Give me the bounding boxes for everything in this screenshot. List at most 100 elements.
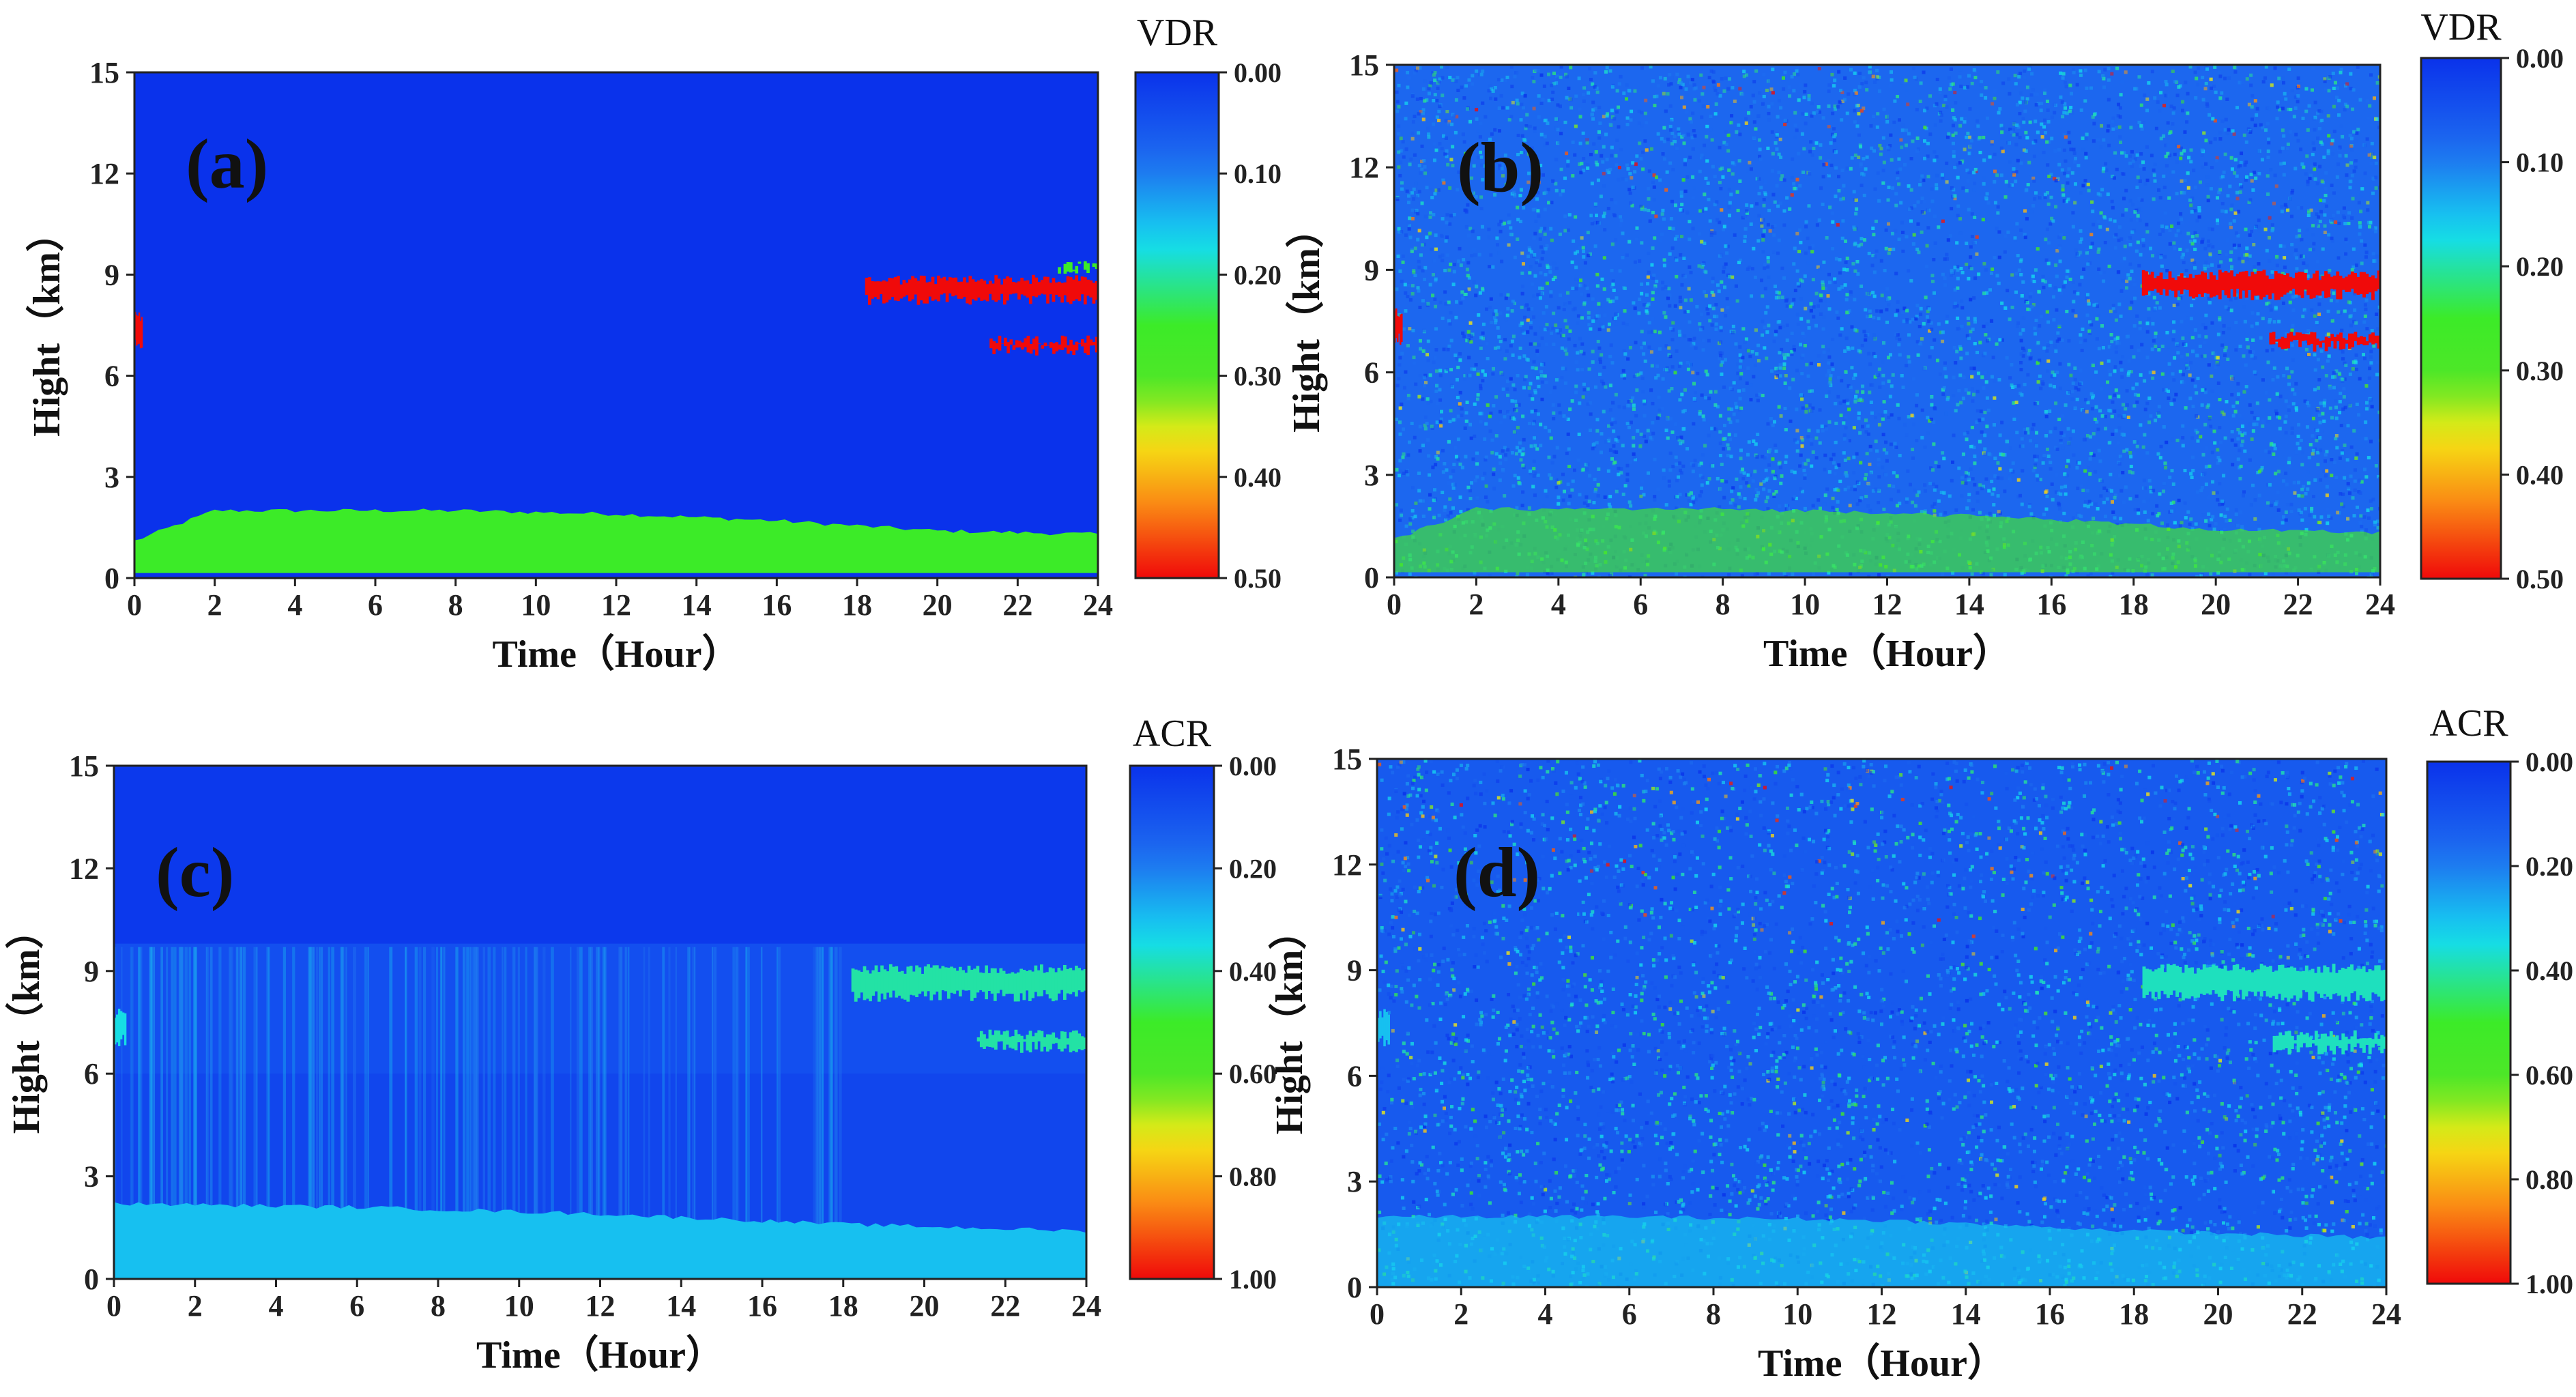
noise-speckle <box>1505 387 1509 391</box>
noise-speckle <box>2137 75 2141 79</box>
cloud-cell <box>1006 276 1009 301</box>
noise-speckle <box>1943 276 1947 280</box>
noise-speckle <box>1516 152 1520 156</box>
cloud-cell <box>1086 335 1090 355</box>
noise-speckle <box>2042 118 2046 122</box>
noise-speckle <box>1525 113 1529 117</box>
noise-speckle <box>2252 242 2256 246</box>
noise-speckle <box>1585 286 1589 290</box>
noise-speckle <box>2319 111 2323 115</box>
noise-speckle <box>1993 474 1997 478</box>
noise-speckle <box>1533 471 1537 475</box>
noise-speckle <box>1765 356 1769 360</box>
noise-speckle <box>1539 326 1543 330</box>
noise-speckle <box>1935 485 1939 489</box>
noise-speckle <box>2055 447 2059 451</box>
noise-speckle <box>2160 344 2165 348</box>
noise-speckle <box>1628 404 1632 408</box>
noise-speckle <box>1557 331 1561 335</box>
noise-speckle <box>1606 298 1610 302</box>
noise-speckle <box>1755 202 1759 206</box>
noise-speckle <box>2136 175 2140 179</box>
noise-speckle <box>1678 296 1682 300</box>
noise-speckle <box>1827 83 1832 87</box>
noise-speckle <box>1634 341 1638 345</box>
noise-speckle <box>1982 261 1986 265</box>
noise-speckle <box>1448 497 1452 501</box>
cloud-cell <box>1086 263 1090 274</box>
noise-speckle <box>2347 211 2351 215</box>
noise-speckle <box>1668 468 1673 472</box>
noise-speckle <box>2085 132 2089 136</box>
cloud-cell <box>1058 281 1061 297</box>
noise-speckle <box>1463 374 1467 378</box>
noise-speckle <box>1992 335 1996 339</box>
noise-speckle <box>2063 102 2067 106</box>
noise-speckle <box>1662 91 1666 96</box>
noise-speckle <box>1427 91 1431 96</box>
noise-speckle <box>1808 149 1812 154</box>
noise-speckle <box>1743 497 1747 501</box>
noise-speckle <box>1518 356 1522 360</box>
noise-speckle <box>2111 174 2115 178</box>
noise-speckle <box>1823 299 1827 303</box>
noise-speckle <box>1552 343 1556 347</box>
noise-speckle <box>2158 306 2162 310</box>
noise-speckle <box>1973 276 1978 280</box>
noise-speckle <box>1454 98 1458 102</box>
colorbar-tick-label: 0.50 <box>1234 563 1282 594</box>
noise-speckle <box>1932 291 1936 295</box>
noise-speckle <box>1993 256 1997 260</box>
noise-speckle <box>1537 214 1541 218</box>
noise-speckle <box>1724 433 1728 437</box>
noise-speckle <box>2074 248 2078 253</box>
noise-speckle <box>1486 357 1490 361</box>
noise-speckle <box>2317 377 2321 381</box>
noise-speckle <box>1415 97 1419 101</box>
noise-speckle <box>1610 154 1614 158</box>
noise-speckle <box>1421 499 1425 503</box>
noise-speckle <box>2336 147 2341 151</box>
noise-speckle <box>1864 167 1868 171</box>
noise-speckle <box>2137 263 2141 268</box>
noise-speckle <box>2242 490 2246 494</box>
noise-speckle <box>2278 244 2283 248</box>
noise-speckle <box>1678 493 1682 497</box>
noise-speckle <box>1529 250 1533 254</box>
noise-speckle <box>1492 316 1496 320</box>
noise-speckle <box>2251 93 2255 98</box>
noise-speckle <box>1748 473 1752 477</box>
noise-speckle <box>2210 518 2214 522</box>
noise-speckle <box>1582 93 1586 97</box>
noise-speckle <box>1678 468 1682 472</box>
noise-speckle <box>1876 270 1880 274</box>
noise-speckle <box>1641 390 1645 394</box>
noise-speckle <box>1432 488 1436 492</box>
noise-speckle <box>2375 81 2379 85</box>
noise-speckle <box>1819 156 1823 160</box>
cloud-cell <box>135 315 138 346</box>
cloud-cell <box>977 280 981 298</box>
noise-speckle <box>1538 286 1542 290</box>
noise-speckle <box>2302 261 2306 265</box>
noise-speckle <box>2218 74 2223 78</box>
cloud-cell <box>963 277 966 298</box>
noise-speckle <box>1722 423 1726 427</box>
noise-speckle <box>2216 332 2220 336</box>
noise-speckle <box>2014 272 2018 276</box>
noise-speckle <box>1493 128 1497 132</box>
noise-speckle <box>1660 212 1664 216</box>
noise-speckle <box>1479 195 1484 199</box>
noise-speckle <box>2369 507 2373 511</box>
noise-speckle <box>2236 437 2240 441</box>
noise-speckle <box>2155 301 2159 305</box>
noise-speckle <box>2081 408 2085 412</box>
noise-speckle <box>1849 293 1853 297</box>
cloud-cell <box>1084 343 1087 354</box>
noise-speckle <box>1556 76 1560 81</box>
noise-speckle <box>1506 448 1510 452</box>
noise-speckle <box>1993 379 1997 383</box>
noise-speckle <box>2210 166 2214 170</box>
noise-speckle <box>1481 177 1485 182</box>
noise-speckle <box>1487 181 1491 185</box>
